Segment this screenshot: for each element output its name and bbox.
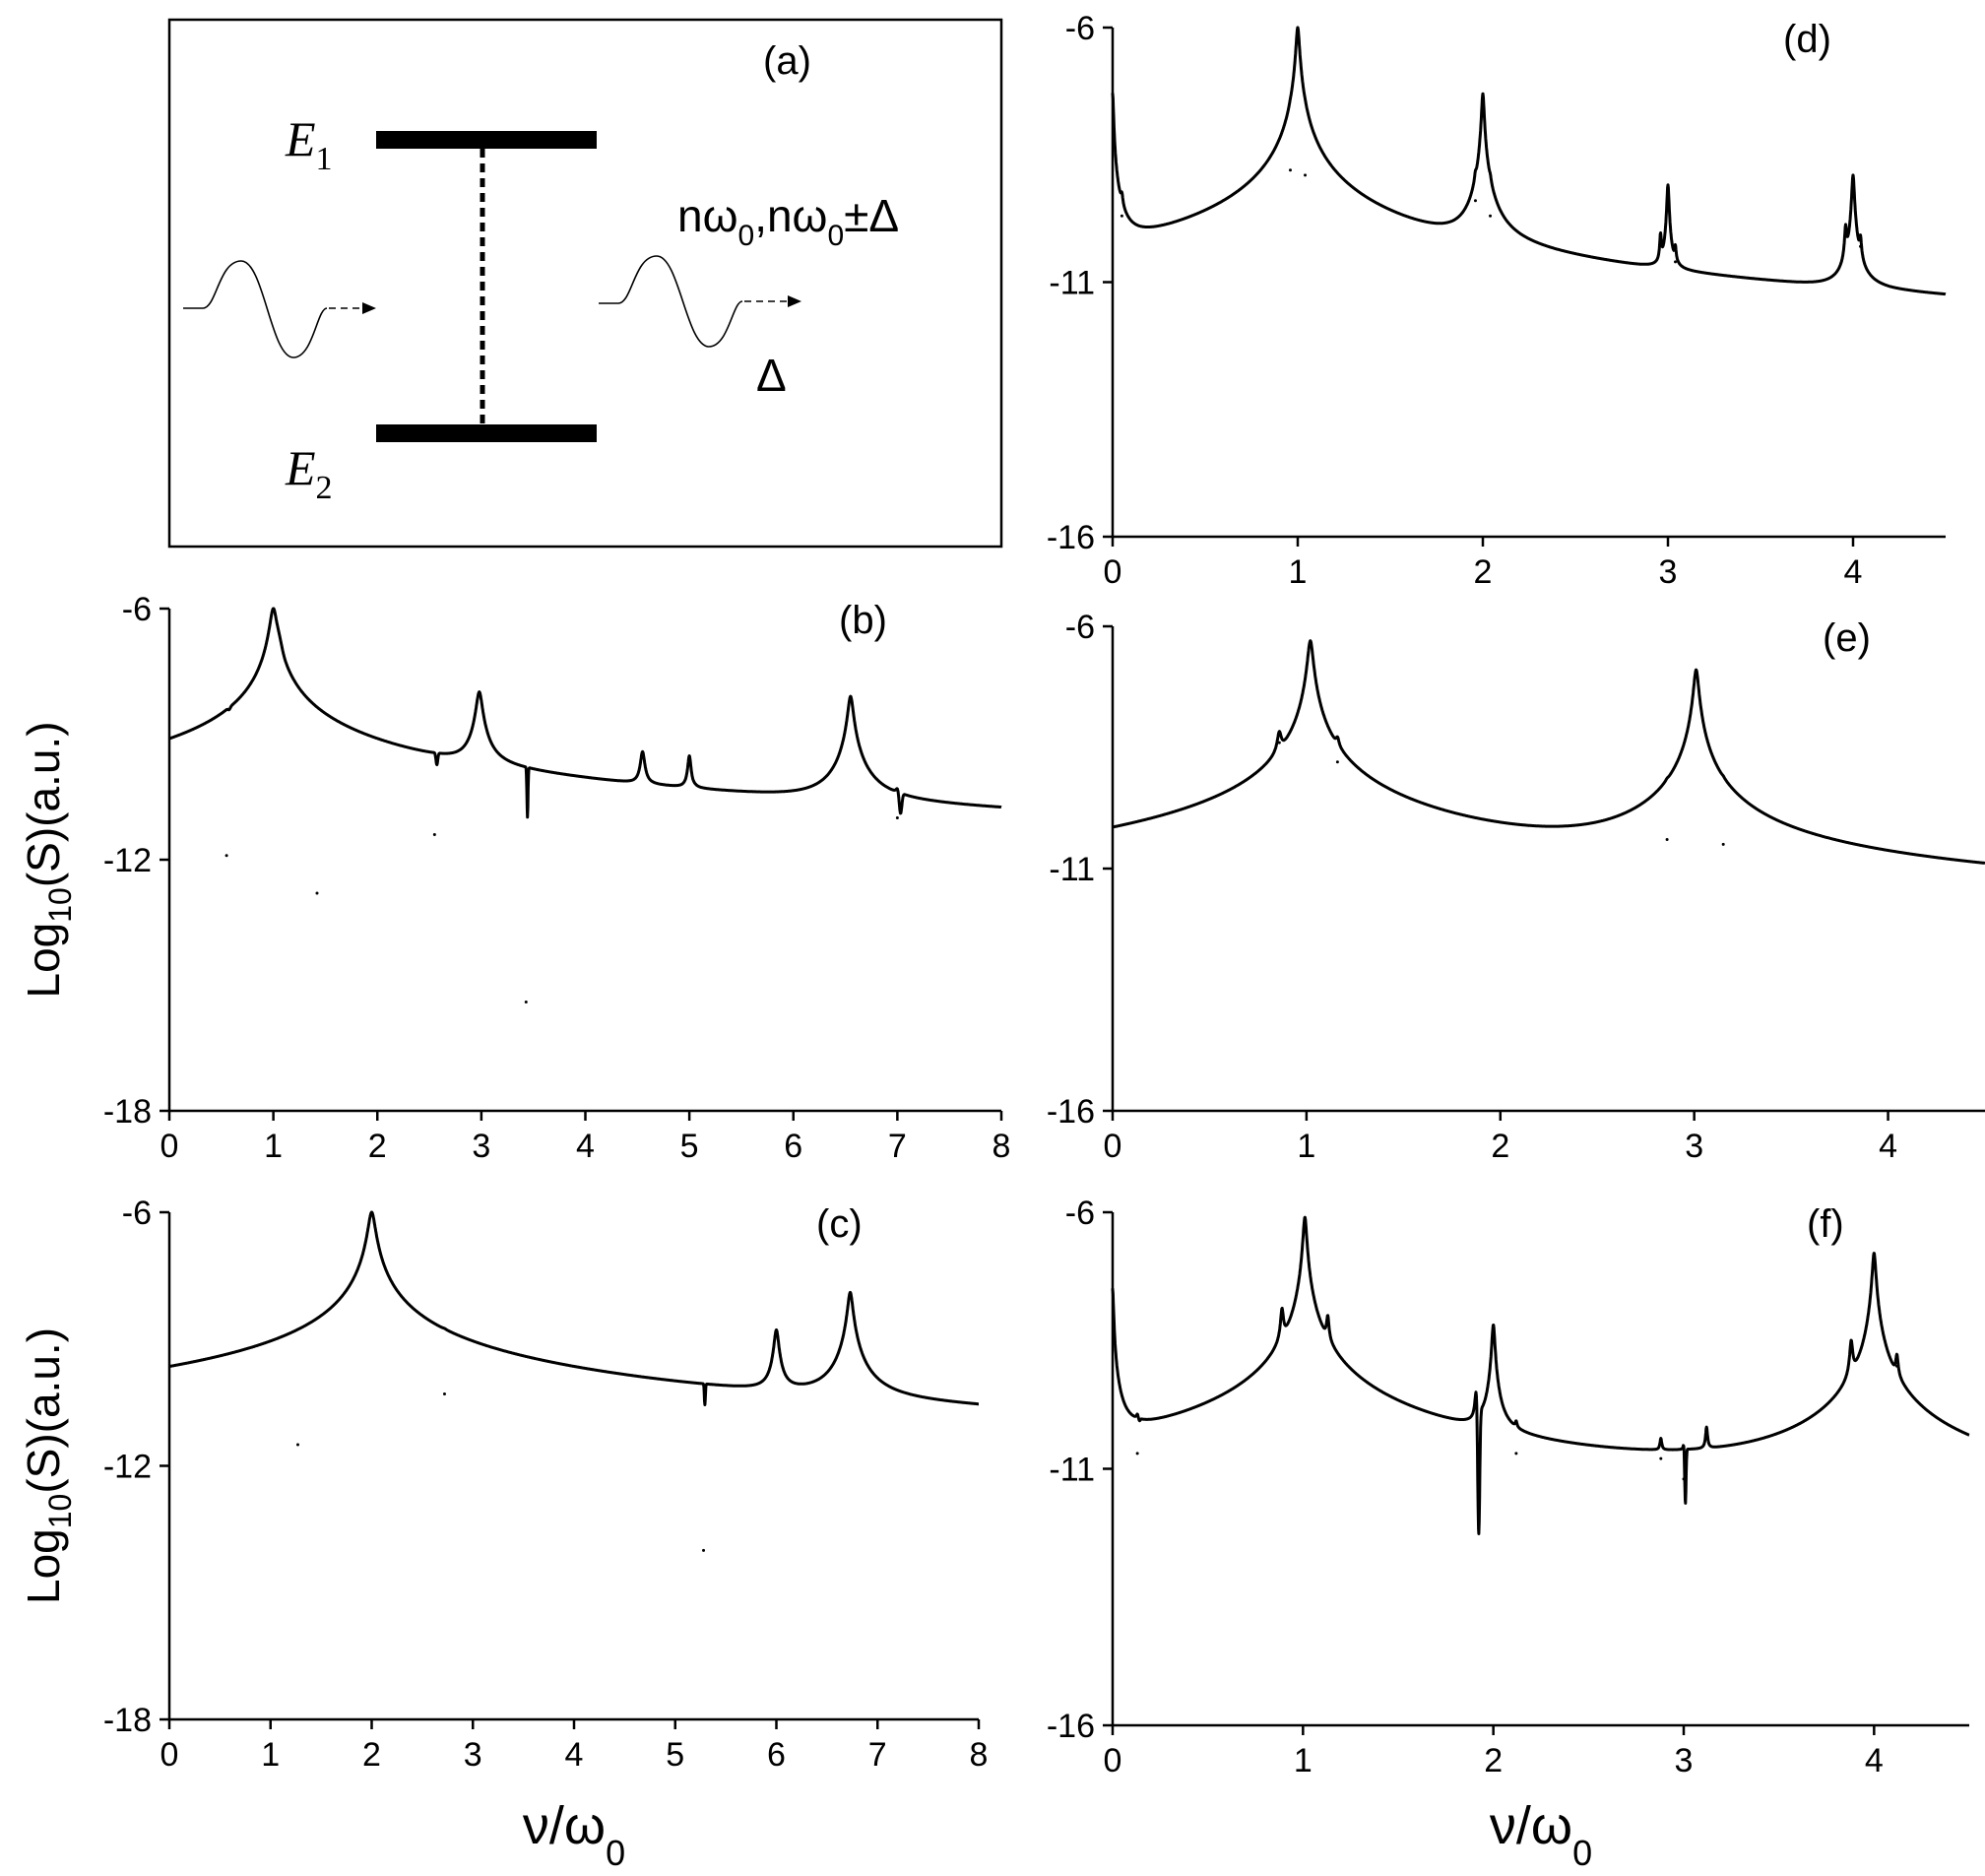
x-tick-label: 6 — [784, 1128, 802, 1165]
x-tick-label: 2 — [1491, 1128, 1509, 1165]
x-tick-label: 5 — [680, 1128, 699, 1165]
x-tick-label: 3 — [1675, 1742, 1694, 1779]
outgoing-arrowhead — [788, 295, 801, 307]
x-tick-label: 4 — [565, 1736, 584, 1774]
y-tick-label: -11 — [1049, 1452, 1095, 1489]
y-axis-title: Log10(S)(a.u.) — [18, 721, 78, 998]
spectrum-trace-b — [167, 607, 1003, 819]
panel-f-plot: 0 1 2 3 4 -6 -11 -16 (f) ν/ω0 — [1047, 1195, 1971, 1873]
x-tick-label: 2 — [1474, 553, 1493, 591]
panel-label-f: (f) — [1807, 1202, 1844, 1246]
x-tick-label: 4 — [1844, 553, 1863, 591]
y-tick-label: -6 — [122, 1195, 152, 1232]
y-tick-label: -6 — [1065, 10, 1095, 47]
y-axis-title: Log10(S)(a.u.) — [18, 1327, 78, 1604]
y-tick-label: -12 — [103, 1449, 152, 1486]
x-tick-label: 7 — [868, 1736, 887, 1774]
x-tick-label: 1 — [1297, 1128, 1315, 1165]
y-tick-label: -18 — [103, 1702, 152, 1739]
x-tick-label: 3 — [472, 1128, 490, 1165]
panel-c-plot: 0 1 2 3 4 5 6 7 8 -6 -12 -18 (c) Log10(S)(a.u.) ν/ω0 — [18, 1195, 988, 1873]
x-tick-label: 0 — [160, 1736, 179, 1774]
panel-label-e: (e) — [1823, 616, 1871, 660]
spectrum-trace-d — [1111, 26, 1948, 296]
x-tick-label: 4 — [576, 1128, 595, 1165]
x-axis-title: ν/ω0 — [523, 1796, 625, 1873]
y-tick-label: -11 — [1049, 851, 1095, 888]
incoming-arrowhead — [362, 302, 376, 314]
x-tick-label: 1 — [1289, 553, 1308, 591]
x-tick-label: 3 — [464, 1736, 482, 1774]
panel-d-plot: 0 1 2 3 4 -6 -11 -16 (d) — [1047, 10, 1948, 591]
y-tick-label: -16 — [1047, 1093, 1095, 1131]
level-e2-bar — [376, 424, 597, 442]
x-tick-label: 6 — [767, 1736, 786, 1774]
detuning-label: Δ — [756, 350, 787, 401]
level-e2-label: E2 — [285, 440, 333, 506]
plots-group: 0 1 2 3 4 5 6 7 8 -6 -12 -18 (b) Log10(S)(a.u.) 0 1 2 3 4 5… — [18, 10, 1985, 1873]
spectrum-trace-e — [1111, 639, 1985, 865]
x-axis-title: ν/ω0 — [1490, 1796, 1592, 1873]
x-tick-label: 0 — [1104, 553, 1122, 591]
x-tick-label: 8 — [992, 1128, 1011, 1165]
panel-label-b: (b) — [839, 599, 887, 642]
x-tick-label: 7 — [888, 1128, 907, 1165]
diagram-frame — [167, 18, 1003, 549]
x-tick-label: 1 — [261, 1736, 280, 1774]
level-e1-label: E1 — [285, 111, 333, 177]
x-tick-label: 1 — [1294, 1742, 1313, 1779]
output-frequency-label: nω0,nω0±Δ — [677, 190, 899, 252]
level-e1-bar — [376, 131, 597, 149]
x-tick-label: 0 — [160, 1128, 179, 1165]
y-tick-label: -16 — [1047, 1708, 1095, 1745]
x-tick-label: 2 — [368, 1128, 387, 1165]
y-tick-label: -6 — [1065, 609, 1095, 646]
incoming-wave — [183, 260, 328, 358]
spectrum-trace-c — [167, 1210, 981, 1406]
x-tick-label: 2 — [1484, 1742, 1503, 1779]
x-tick-label: 1 — [264, 1128, 283, 1165]
y-tick-label: -11 — [1049, 265, 1095, 302]
panel-e-plot: 0 1 2 3 4 -6 -11 -16 (e) — [1047, 609, 1985, 1165]
x-tick-label: 0 — [1104, 1128, 1122, 1165]
y-tick-label: -6 — [1065, 1195, 1095, 1232]
panel-a-diagram: (a) E1 E2 nω0,nω0±Δ Δ — [167, 18, 1003, 549]
x-tick-label: 4 — [1865, 1742, 1884, 1779]
outgoing-wave — [599, 255, 743, 348]
panel-label-a: (a) — [763, 39, 811, 83]
y-tick-label: -18 — [103, 1093, 152, 1131]
x-tick-label: 2 — [362, 1736, 381, 1774]
x-tick-label: 0 — [1104, 1742, 1122, 1779]
spectrum-trace-f — [1111, 1215, 1971, 1535]
y-tick-label: -16 — [1047, 519, 1095, 556]
x-tick-label: 8 — [970, 1736, 989, 1774]
panel-b-plot: 0 1 2 3 4 5 6 7 8 -6 -12 -18 (b) Log10(S)(a.u.) — [18, 591, 1010, 1165]
x-tick-label: 4 — [1879, 1128, 1897, 1165]
y-tick-label: -6 — [122, 591, 152, 628]
y-tick-label: -12 — [103, 842, 152, 879]
panel-label-c: (c) — [816, 1202, 863, 1246]
x-tick-label: 5 — [666, 1736, 684, 1774]
panel-label-d: (d) — [1783, 18, 1831, 61]
x-tick-label: 3 — [1685, 1128, 1703, 1165]
x-tick-label: 3 — [1659, 553, 1678, 591]
